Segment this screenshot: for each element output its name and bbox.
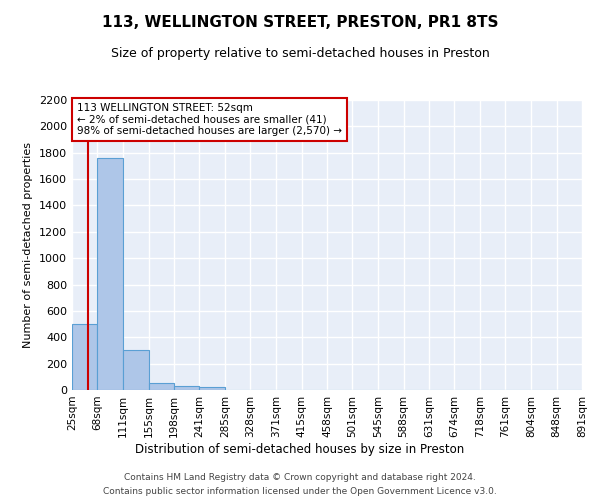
Text: Contains public sector information licensed under the Open Government Licence v3: Contains public sector information licen… bbox=[103, 488, 497, 496]
Bar bbox=[174, 386, 199, 390]
Bar bbox=[72, 324, 97, 390]
Text: Contains HM Land Registry data © Crown copyright and database right 2024.: Contains HM Land Registry data © Crown c… bbox=[124, 472, 476, 482]
Text: Distribution of semi-detached houses by size in Preston: Distribution of semi-detached houses by … bbox=[136, 442, 464, 456]
Bar bbox=[199, 388, 225, 390]
Text: 113 WELLINGTON STREET: 52sqm
← 2% of semi-detached houses are smaller (41)
98% o: 113 WELLINGTON STREET: 52sqm ← 2% of sem… bbox=[77, 103, 342, 136]
Y-axis label: Number of semi-detached properties: Number of semi-detached properties bbox=[23, 142, 34, 348]
Text: 113, WELLINGTON STREET, PRESTON, PR1 8TS: 113, WELLINGTON STREET, PRESTON, PR1 8TS bbox=[102, 15, 498, 30]
Bar bbox=[122, 350, 149, 390]
Bar bbox=[149, 383, 174, 390]
Bar bbox=[97, 158, 122, 390]
Text: Size of property relative to semi-detached houses in Preston: Size of property relative to semi-detach… bbox=[110, 48, 490, 60]
